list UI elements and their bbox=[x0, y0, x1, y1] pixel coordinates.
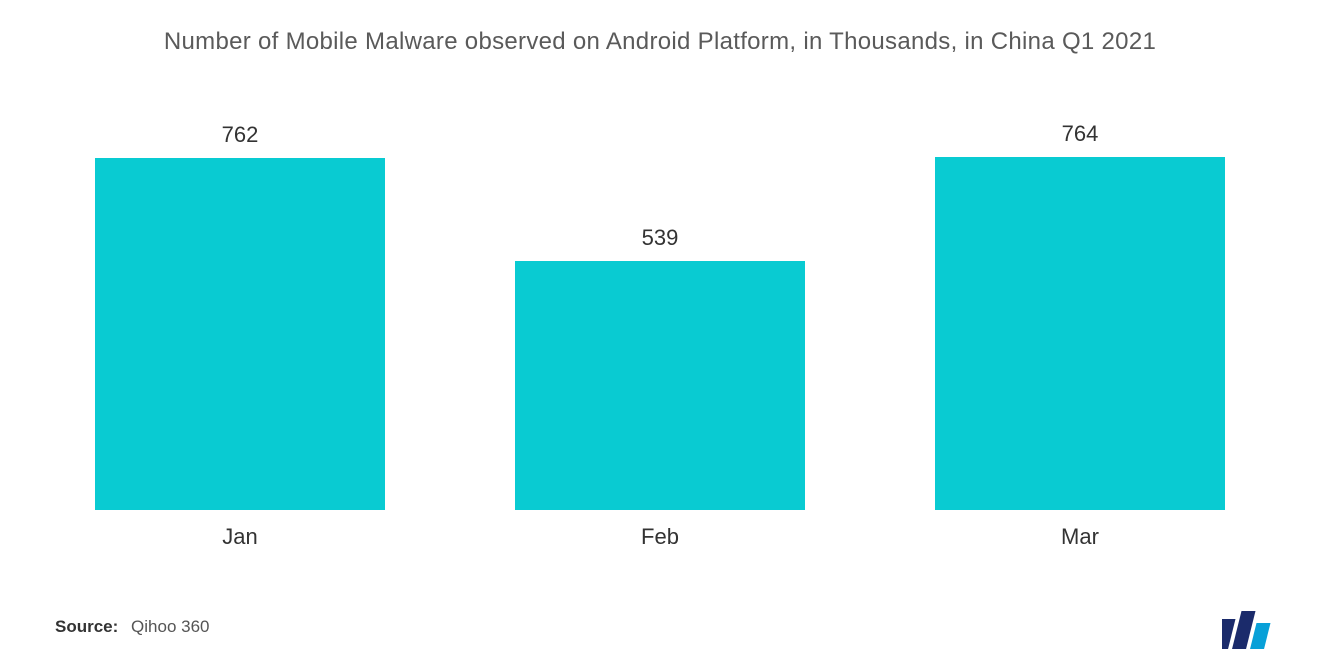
bar bbox=[95, 158, 385, 510]
bar-group-feb: 539 Feb bbox=[510, 225, 810, 550]
category-label: Feb bbox=[641, 524, 679, 550]
value-label: 539 bbox=[642, 225, 679, 251]
brand-logo-icon bbox=[1222, 609, 1280, 649]
source-value: Qihoo 360 bbox=[131, 617, 209, 636]
bar-group-mar: 764 Mar bbox=[930, 121, 1230, 550]
source-label: Source: bbox=[55, 617, 118, 636]
category-label: Jan bbox=[222, 524, 257, 550]
bar bbox=[935, 157, 1225, 510]
value-label: 764 bbox=[1062, 121, 1099, 147]
bar bbox=[515, 261, 805, 510]
source-line: Source: Qihoo 360 bbox=[55, 617, 209, 637]
chart-title: Number of Mobile Malware observed on And… bbox=[0, 0, 1320, 66]
bar-group-jan: 762 Jan bbox=[90, 122, 390, 550]
category-label: Mar bbox=[1061, 524, 1099, 550]
value-label: 762 bbox=[222, 122, 259, 148]
chart-plot-area: 762 Jan 539 Feb 764 Mar bbox=[90, 110, 1230, 550]
